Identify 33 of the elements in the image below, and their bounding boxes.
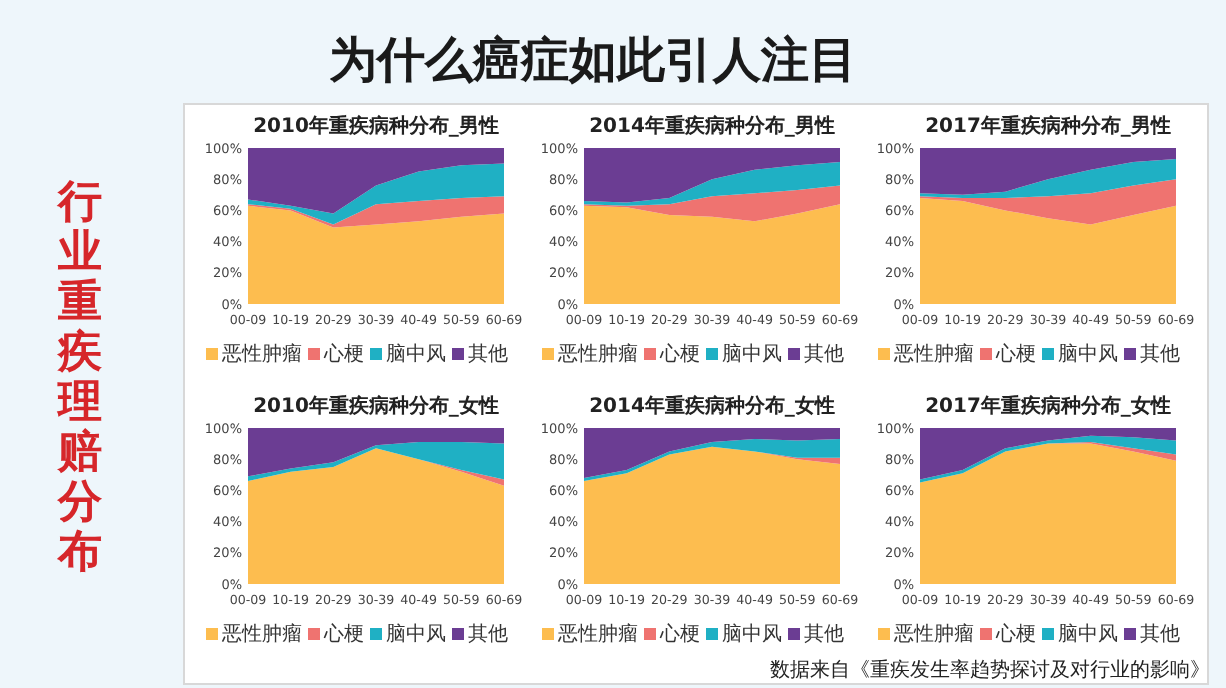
legend-label: 脑中风 — [386, 342, 446, 366]
chart-title: 2017年重疾病种分布_女性 — [925, 394, 1171, 418]
legend-label: 心梗 — [322, 622, 364, 646]
legend-label: 其他 — [804, 342, 844, 366]
legend-label: 其他 — [468, 622, 508, 646]
legend-label: 脑中风 — [722, 622, 782, 646]
chart-title: 2014年重疾病种分布_男性 — [589, 114, 835, 138]
legend-label: 恶性肿瘤 — [556, 622, 638, 646]
chart-title: 2014年重疾病种分布_女性 — [589, 394, 835, 418]
legend-label: 恶性肿瘤 — [556, 342, 638, 366]
legend-label: 心梗 — [658, 342, 700, 366]
legend-label: 心梗 — [994, 342, 1036, 366]
chart-title: 2010年重疾病种分布_女性 — [253, 394, 499, 418]
legend-label: 其他 — [468, 342, 508, 366]
legend-label: 恶性肿瘤 — [220, 342, 302, 366]
legend-label: 其他 — [1140, 342, 1180, 366]
text: 为什么癌症如此引人注目 — [329, 32, 857, 88]
legend-label: 其他 — [804, 622, 844, 646]
text: 数据来自《重疾发生率趋势探讨及对行业的影响》 — [770, 658, 1210, 682]
legend-label: 恶性肿瘤 — [220, 622, 302, 646]
legend-label: 脑中风 — [1058, 622, 1118, 646]
legend-label: 恶性肿瘤 — [892, 342, 974, 366]
legend-label: 恶性肿瘤 — [892, 622, 974, 646]
legend-label: 心梗 — [994, 622, 1036, 646]
legend-label: 脑中风 — [386, 622, 446, 646]
chart-title: 2017年重疾病种分布_男性 — [925, 114, 1171, 138]
chart-title: 2010年重疾病种分布_男性 — [253, 114, 499, 138]
legend-label: 脑中风 — [1058, 342, 1118, 366]
legend-label: 心梗 — [658, 622, 700, 646]
text: 行业重疾理赔分布 — [56, 178, 104, 578]
legend-label: 脑中风 — [722, 342, 782, 366]
legend-label: 其他 — [1140, 622, 1180, 646]
legend-label: 心梗 — [322, 342, 364, 366]
